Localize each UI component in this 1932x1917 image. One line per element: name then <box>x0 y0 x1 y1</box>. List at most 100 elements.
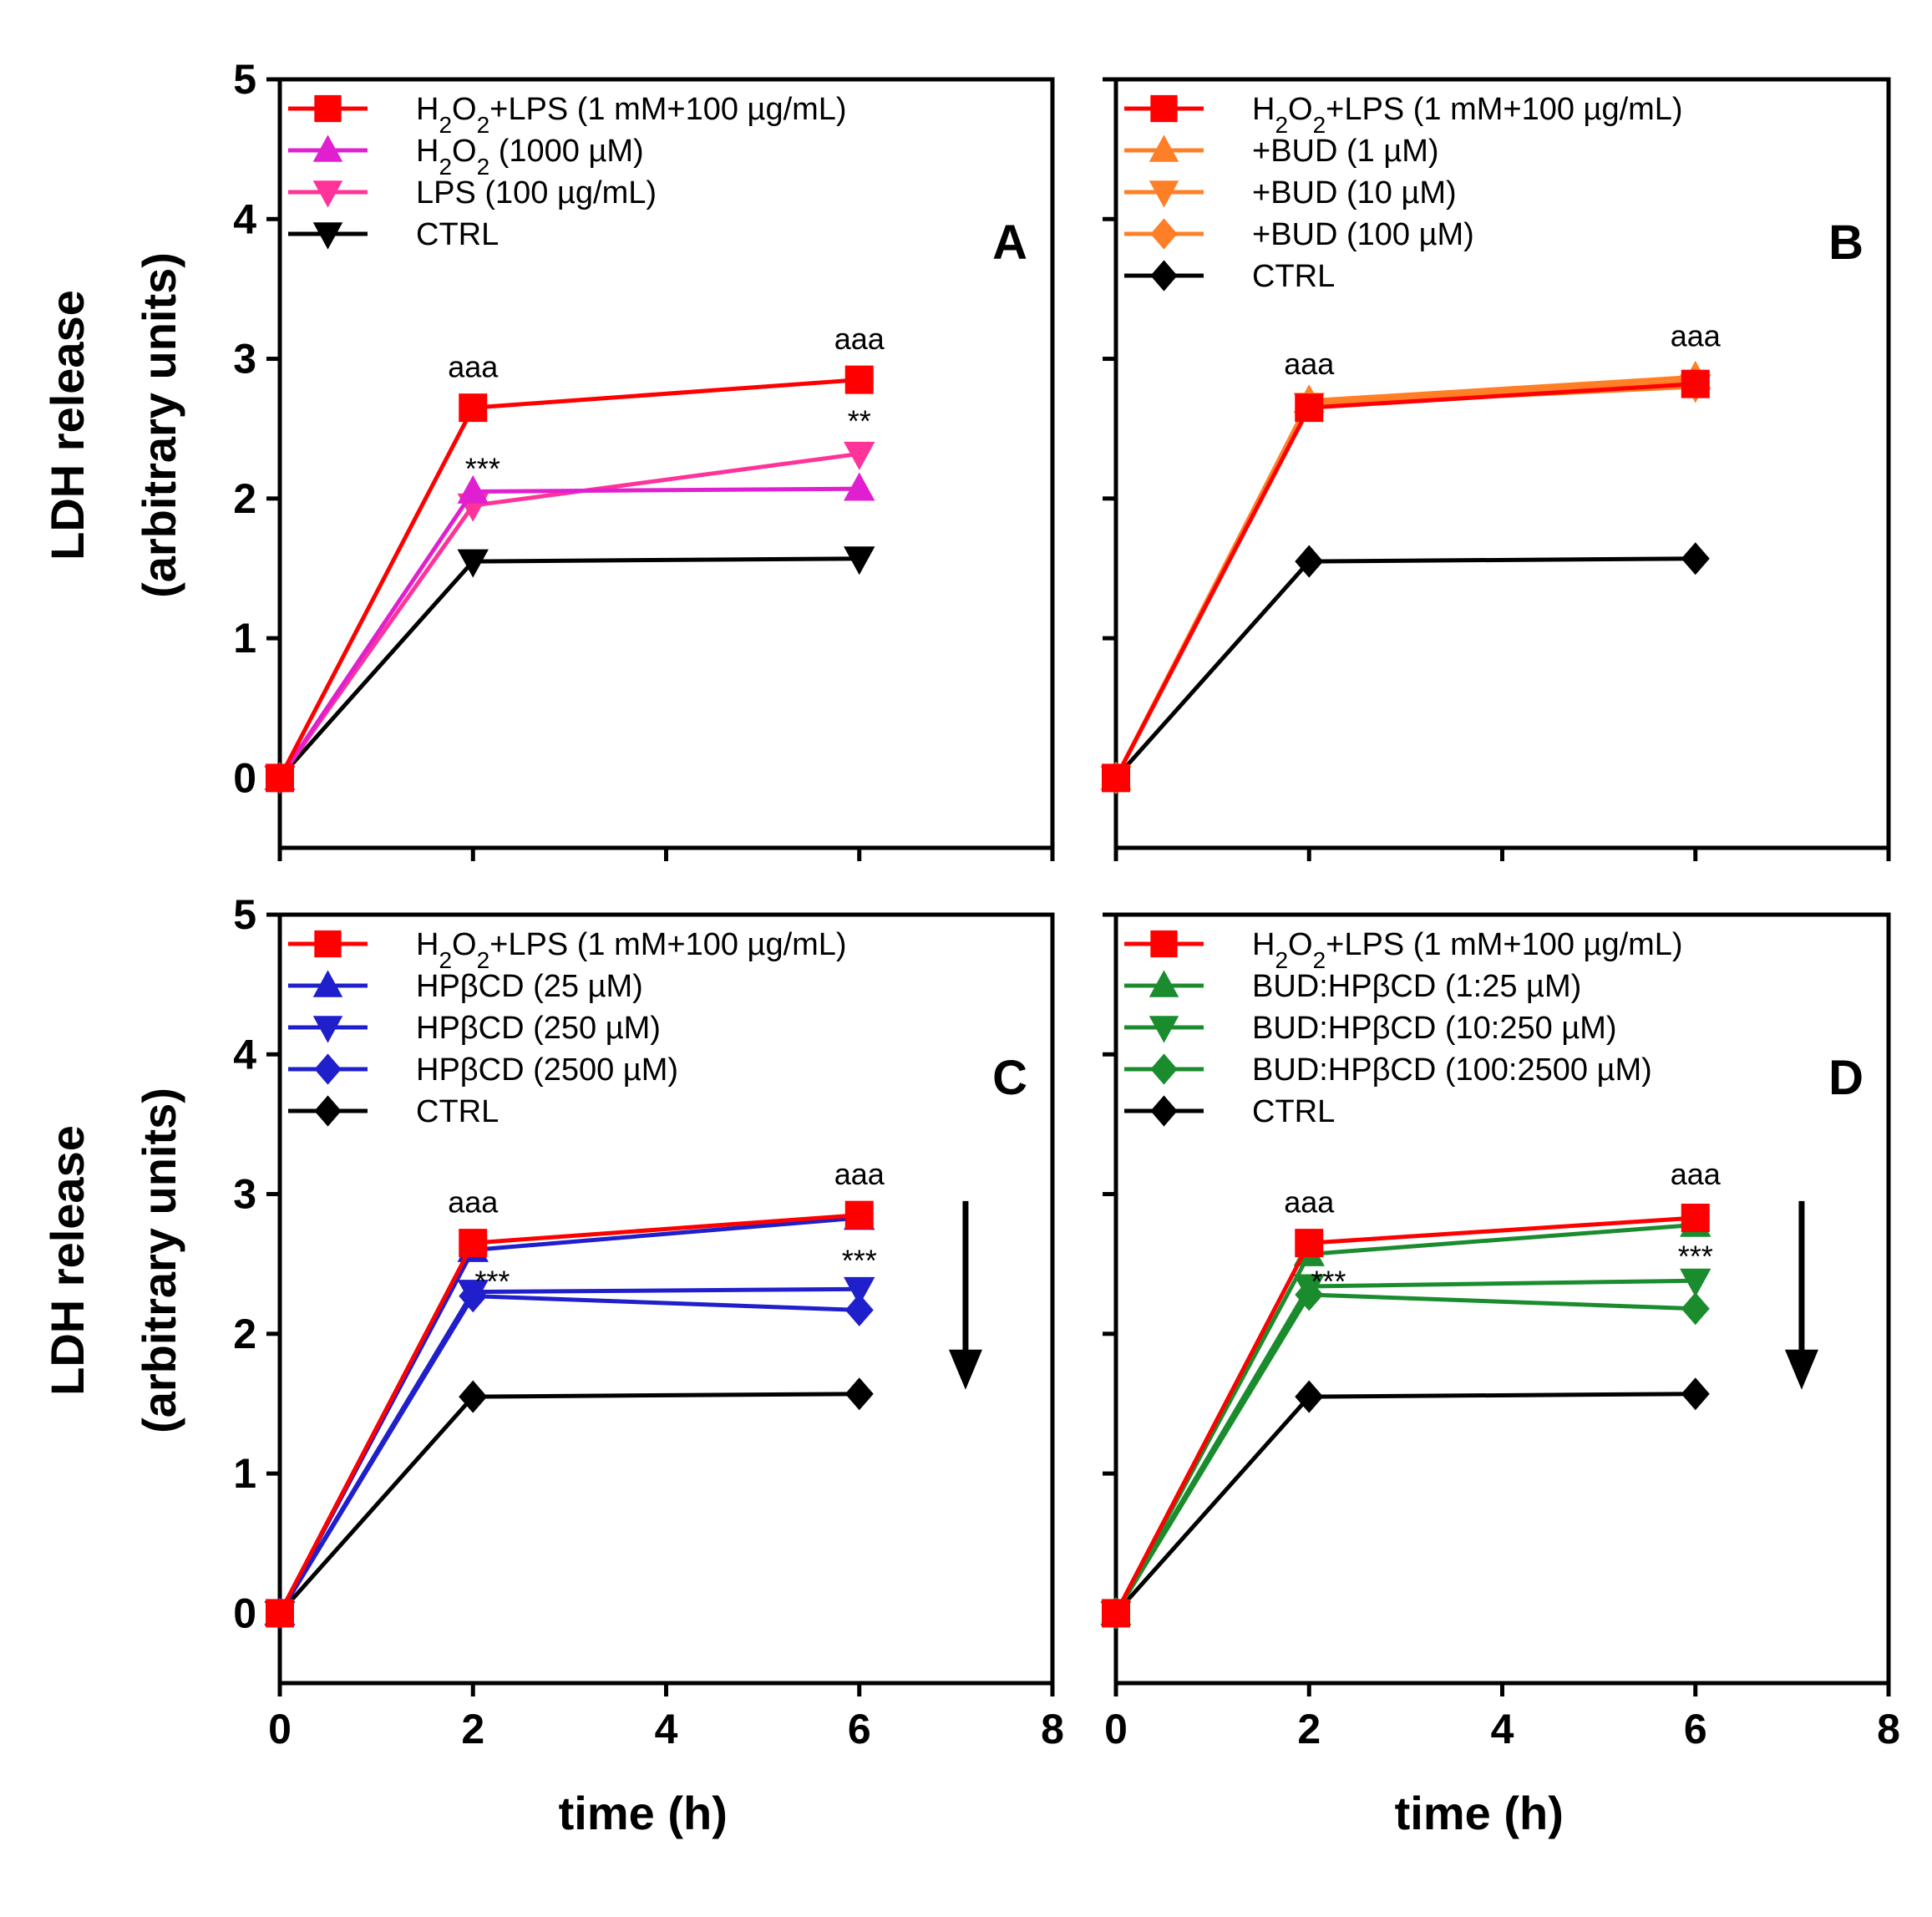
panel-letter: C <box>992 1051 1027 1105</box>
series-h2o2-lps-1-mm-100-g-ml- <box>1102 1203 1710 1628</box>
legend-item: CTRL <box>1124 1094 1335 1129</box>
data-point <box>844 1377 874 1411</box>
y-tick-label: 4 <box>233 195 256 242</box>
legend-marker <box>312 1016 343 1043</box>
data-point <box>457 549 489 578</box>
legend-label: +BUD (100 µM) <box>1252 217 1474 252</box>
legend: H2O2+LPS (1 mM+100 µg/mL)+BUD (1 µM) +BUD… <box>1124 92 1683 294</box>
legend-marker <box>1150 930 1178 958</box>
data-point <box>1102 1599 1130 1628</box>
data-point <box>844 546 875 576</box>
y-tick-label: 3 <box>233 1171 256 1218</box>
legend-item: HPβCD (2500 µM) <box>288 1052 678 1088</box>
y-tick-label: 1 <box>233 615 256 662</box>
legend-item: H2O2+LPS (1 mM+100 µg/mL) <box>1124 92 1683 138</box>
legend-item: LPS (100 µg/mL) <box>288 175 657 210</box>
legend: H2O2+LPS (1 mM+100 µg/mL)HPβCD (25 µM) HP… <box>288 927 847 1129</box>
y-axis-title-line2: (arbitrary units) <box>133 1088 185 1433</box>
y-tick-label: 2 <box>233 1311 256 1357</box>
trend-arrow-head <box>1784 1349 1818 1390</box>
legend-item: +BUD (1 µM) <box>1124 134 1439 169</box>
legend-label: H2O2+LPS (1 mM+100 µg/mL) <box>1252 927 1683 973</box>
legend-marker <box>314 1053 342 1085</box>
series-group <box>1100 360 1711 794</box>
significance-annotation: *** <box>842 1244 877 1278</box>
x-tick-label: 4 <box>1491 1706 1514 1752</box>
significance-annotation: aaa <box>1671 318 1722 352</box>
series-h2o2-lps-1-mm-100-g-ml- <box>266 365 874 793</box>
panel-c: 0 1 2 3 4 5 0 2 4 6 8 LDH release (arbitrary units) t… <box>41 891 1064 1839</box>
y-tick-label: 5 <box>233 891 256 938</box>
x-tick-label: 8 <box>1041 1706 1064 1752</box>
x-axis-title: time (h) <box>559 1787 728 1839</box>
legend-label: BUD:HPβCD (100:2500 µM) <box>1252 1052 1652 1088</box>
series-group <box>264 1200 875 1630</box>
legend-marker <box>314 1095 342 1127</box>
data-point <box>1681 1292 1710 1326</box>
trend-arrow-head <box>948 1349 982 1390</box>
y-tick-label: 5 <box>233 56 256 103</box>
data-point <box>844 1276 875 1306</box>
legend-marker <box>314 94 342 123</box>
series-group <box>1100 1203 1711 1630</box>
data-point <box>266 1599 294 1628</box>
legend-label: CTRL <box>416 217 499 252</box>
series-h2o2-lps-1-mm-100-g-ml- <box>266 1200 874 1628</box>
data-point <box>844 1200 874 1230</box>
data-point <box>459 393 488 423</box>
significance-annotation: ** <box>848 404 871 439</box>
legend-label: HPβCD (250 µM) <box>416 1011 661 1046</box>
legend-label: H2O2+LPS (1 mM+100 µg/mL) <box>416 92 847 138</box>
data-point <box>1295 545 1324 578</box>
legend: H2O2+LPS (1 mM+100 µg/mL)BUD:HPβCD (1:25… <box>1124 927 1683 1129</box>
legend-label: +BUD (1 µM) <box>1252 134 1439 169</box>
legend-marker <box>1150 218 1178 250</box>
data-point <box>1295 1229 1324 1258</box>
y-tick-label: 1 <box>233 1450 256 1497</box>
y-tick-label: 3 <box>233 336 256 383</box>
legend-item: H2O2+LPS (1 mM+100 µg/mL) <box>1124 927 1683 973</box>
legend-item: H2O2+LPS (1 mM+100 µg/mL) <box>288 92 847 138</box>
legend-marker <box>1150 1053 1178 1085</box>
data-point <box>1681 542 1710 576</box>
x-tick-label: 2 <box>461 1706 484 1752</box>
x-tick-label: 0 <box>268 1706 292 1752</box>
legend-label: HPβCD (25 µM) <box>416 969 643 1004</box>
y-tick-label: 2 <box>233 475 256 522</box>
data-point <box>1295 393 1324 423</box>
x-tick-label: 6 <box>848 1706 871 1752</box>
legend-item: HPβCD (250 µM) <box>288 1011 661 1046</box>
significance-annotation: aaa <box>448 1184 499 1219</box>
y-tick-label: 0 <box>233 754 256 801</box>
data-point <box>266 763 294 793</box>
legend-label: LPS (100 µg/mL) <box>416 175 657 210</box>
data-point <box>1295 1380 1324 1413</box>
significance-annotation: *** <box>1311 1265 1346 1299</box>
legend-label: CTRL <box>1252 1094 1335 1129</box>
x-tick-label: 8 <box>1877 1706 1900 1752</box>
significance-annotation: aaa <box>834 322 885 356</box>
legend-item: H2O2+LPS (1 mM+100 µg/mL) <box>288 927 847 973</box>
series-group <box>264 365 875 794</box>
legend-label: H2O2 (1000 µM) <box>416 134 644 180</box>
legend-label: BUD:HPβCD (1:25 µM) <box>1252 969 1581 1004</box>
legend-item: BUD:HPβCD (1:25 µM) <box>1124 969 1581 1004</box>
significance-annotation: aaa <box>1284 347 1335 381</box>
legend-item: H2O2 (1000 µM) <box>288 134 644 180</box>
significance-annotation: *** <box>474 1265 510 1299</box>
significance-annotation: *** <box>465 451 500 485</box>
legend-item: CTRL <box>1124 259 1335 294</box>
panel-letter: A <box>992 216 1027 270</box>
significance-annotation: aaa <box>1671 1157 1722 1191</box>
significance-annotation: *** <box>1678 1240 1713 1274</box>
legend-label: HPβCD (2500 µM) <box>416 1052 678 1088</box>
data-point <box>1681 369 1710 398</box>
legend-item: +BUD (100 µM) <box>1124 217 1474 252</box>
legend-label: +BUD (10 µM) <box>1252 175 1457 210</box>
legend-marker <box>1149 180 1179 208</box>
legend-marker <box>1149 970 1179 997</box>
y-axis-title-line2: (arbitrary units) <box>133 252 185 598</box>
